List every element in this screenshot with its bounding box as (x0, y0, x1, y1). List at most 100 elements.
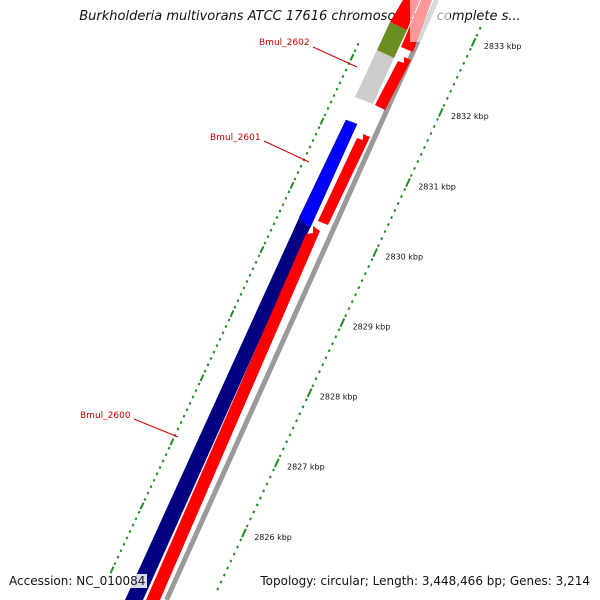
left-minor-tick (218, 337, 222, 341)
left-minor-tick (296, 171, 300, 175)
ruler-minor-tick (216, 587, 220, 591)
left-minor-tick (272, 222, 276, 226)
forward-gene-arrow-1[interactable] (146, 226, 320, 600)
left-minor-tick (179, 421, 183, 425)
gene-bmul-2600-feature[interactable] (125, 218, 310, 600)
left-minor-tick (221, 331, 225, 335)
ruler-minor-tick (321, 363, 325, 367)
left-minor-tick (278, 209, 282, 213)
gene-label-bmul-2601[interactable]: Bmul_2601 (210, 133, 261, 143)
left-minor-tick (338, 81, 342, 85)
left-minor-tick (254, 260, 258, 264)
ruler-minor-tick (377, 244, 380, 248)
left-minor-tick (239, 292, 243, 296)
gene-label-bmul-2600[interactable]: Bmul_2600 (80, 411, 131, 421)
ruler-minor-tick (386, 222, 390, 227)
left-minor-tick (251, 267, 255, 271)
ruler-minor-tick (419, 152, 423, 157)
left-minor-tick (263, 241, 267, 245)
left-major-tick (289, 181, 295, 190)
left-minor-tick (113, 562, 117, 566)
ruler-minor-tick (429, 131, 433, 136)
ruler-minor-tick (252, 510, 256, 514)
left-minor-tick (236, 299, 240, 303)
ruler-minor-tick (239, 538, 243, 542)
ruler-minor-tick (334, 335, 338, 339)
ruler-tick-label: 2827 kbp (287, 463, 325, 472)
ruler-minor-tick (249, 517, 253, 521)
ruler-minor-tick (347, 307, 351, 311)
left-minor-tick (209, 356, 213, 360)
left-minor-tick (167, 446, 171, 450)
left-minor-tick (266, 235, 270, 239)
forward-gene-arrow-3[interactable] (375, 57, 411, 110)
left-major-tick (349, 53, 355, 61)
left-minor-tick (281, 203, 285, 207)
left-minor-tick (116, 555, 120, 559)
ruler-minor-tick (245, 524, 249, 528)
kbp-ruler: 2826 kbp 2827 kbp 2828 kbp 2829 kbp 2830 kbp… (216, 26, 522, 591)
gene-bmul-2601-feature[interactable] (298, 119, 358, 229)
left-minor-tick (137, 510, 141, 514)
callout-line-bmul-2602 (312, 46, 358, 68)
gene-callout-bmul-2602[interactable]: Bmul_2602 (259, 38, 358, 68)
ruler-minor-tick (278, 454, 282, 458)
left-minor-tick (275, 215, 279, 219)
ruler-minor-tick (268, 475, 272, 479)
ruler-minor-tick (255, 503, 259, 507)
ruler-minor-tick (324, 356, 328, 360)
backbone-line (164, 0, 439, 600)
callout-line-bmul-2600 (133, 418, 179, 438)
gene-callout-bmul-2601[interactable]: Bmul_2601 (210, 133, 310, 163)
gene-callout-bmul-2600[interactable]: Bmul_2600 (80, 411, 179, 438)
left-minor-tick (326, 106, 330, 110)
ruler-minor-tick (272, 468, 275, 472)
ruler-minor-tick (327, 349, 331, 353)
left-minor-tick (269, 228, 273, 232)
ruler-minor-tick (436, 117, 439, 121)
left-major-tick (109, 566, 115, 574)
ruler-minor-tick (301, 405, 305, 409)
ruler-minor-tick (458, 68, 462, 72)
left-minor-tick (248, 273, 252, 277)
left-minor-tick (143, 497, 147, 502)
left-minor-tick (305, 151, 309, 155)
gene-upstream-olive-feature[interactable] (377, 22, 407, 58)
gene-bmul-2602-feature[interactable] (355, 50, 394, 104)
ruler-minor-tick (393, 208, 397, 213)
ruler-minor-tick (265, 482, 269, 486)
accession-label: Accession: NC_010084 (7, 574, 148, 588)
left-minor-tick (311, 139, 315, 143)
ruler-minor-tick (390, 216, 394, 220)
left-minor-tick (146, 491, 150, 495)
left-major-tick (259, 245, 265, 254)
ruler-major-tick (273, 458, 280, 468)
gene-label-bmul-2602[interactable]: Bmul_2602 (259, 38, 310, 48)
left-minor-tick (242, 286, 246, 290)
left-minor-tick (227, 318, 231, 322)
forward-gene-arrow-2[interactable] (318, 134, 370, 225)
callout-line-bmul-2601 (263, 140, 310, 163)
ruler-minor-tick (416, 159, 420, 164)
ruler-minor-tick (291, 426, 295, 430)
left-minor-tick (206, 363, 210, 367)
ruler-minor-tick (363, 272, 367, 276)
left-minor-tick (185, 408, 189, 412)
left-minor-tick (233, 305, 237, 309)
left-minor-tick (122, 542, 126, 546)
left-minor-tick (245, 280, 249, 284)
left-minor-tick (182, 414, 186, 418)
ruler-minor-tick (468, 47, 472, 51)
left-minor-tick (341, 74, 345, 78)
left-minor-tick (335, 87, 339, 91)
left-minor-tick (287, 190, 291, 194)
ruler-minor-tick (258, 496, 262, 500)
left-minor-tick (323, 113, 327, 117)
left-minor-tick (224, 324, 228, 328)
ruler-minor-tick (403, 187, 407, 192)
left-minor-tick (212, 350, 216, 354)
ruler-minor-tick (337, 328, 341, 332)
ruler-minor-tick (222, 573, 226, 577)
ruler-major-tick (241, 528, 247, 538)
